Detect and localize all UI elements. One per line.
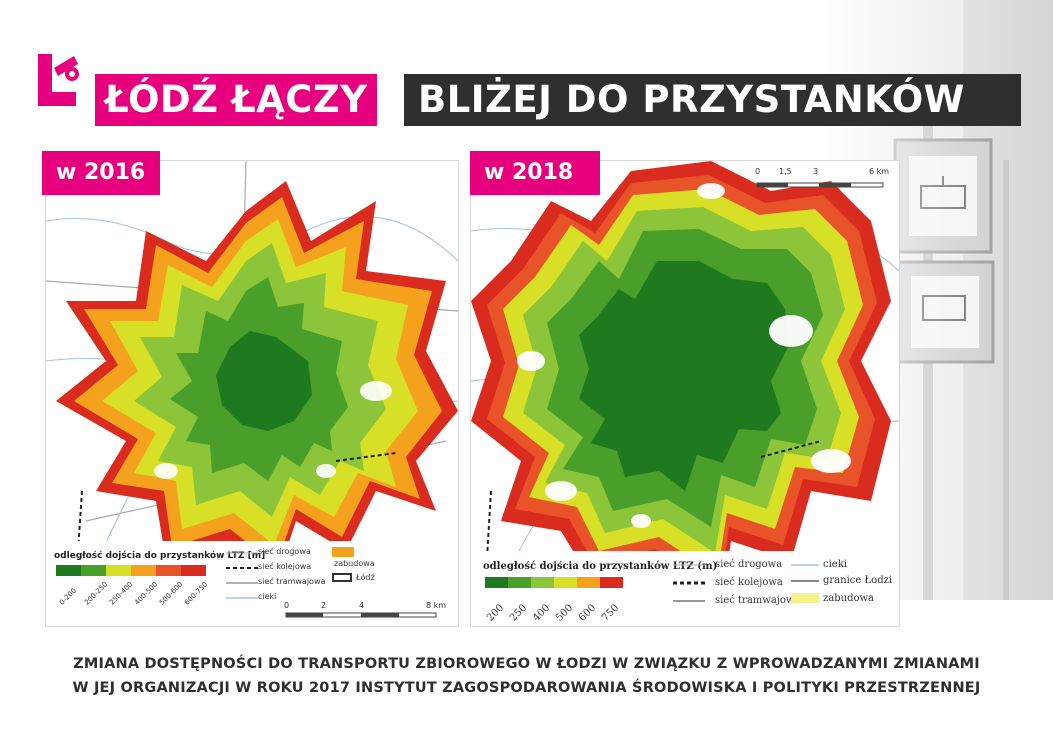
legend-tram: sieć tramwajowa <box>715 595 801 606</box>
legend-title-2016: odległość dojścia do przystanków LTZ [m] <box>54 551 266 561</box>
line-legend-symbols-2018 <box>673 564 705 602</box>
scale-tick: 0 <box>284 601 290 610</box>
map-2018-canvas <box>471 161 899 626</box>
scale-tick: 0 <box>755 167 761 176</box>
legend-swatch <box>181 565 206 576</box>
scale-bar-2016 <box>285 612 437 618</box>
caption-line-1: ZMIANA DOSTĘPNOŚCI DO TRANSPORTU ZBIOROW… <box>73 656 980 672</box>
legend-city-boundary-swatch <box>332 573 352 582</box>
map-2016-canvas <box>46 161 458 626</box>
brand-title: ŁÓDŹ ŁĄCZY <box>95 74 378 126</box>
page-headline: BLIŻEJ DO PRZYSTANKÓW <box>404 74 1021 126</box>
legend-swatch <box>131 565 156 576</box>
legend-swatch <box>485 577 508 588</box>
caption-line-2: W JEJ ORGANIZACJI W ROKU 2017 INSTYTUT Z… <box>72 680 981 696</box>
legend-rail: sieć kolejowa <box>715 577 783 588</box>
legend-title-2018: odległość dojścia do przystanków LTZ (m) <box>483 561 718 572</box>
legend-swatch <box>531 577 554 588</box>
legend-road: sieć drogowa <box>715 559 783 570</box>
legend-city: Łódź <box>356 573 375 582</box>
legend-rivers: cieki <box>258 592 277 601</box>
legend-tram: sieć tramwajowa <box>258 577 326 586</box>
legend-city-boundary: granice Łodzi <box>823 575 893 586</box>
scale-tick: 8 km <box>426 601 447 610</box>
lodz-logo-icon <box>38 54 79 106</box>
map-2016: odległość dojścia do przystanków LTZ [m]… <box>45 160 459 627</box>
legend-road: sieć drogowa <box>258 547 311 556</box>
legend-swatch <box>577 577 600 588</box>
legend-built-up: zabudowa <box>823 593 875 604</box>
legend-swatch <box>508 577 531 588</box>
legend-swatch <box>156 565 181 576</box>
scale-tick: 4 <box>359 601 365 610</box>
legend-swatch <box>81 565 106 576</box>
scale-tick: 3 <box>813 167 819 176</box>
map-2018: 0 1,5 3 6 km odległość dojścia do przyst… <box>470 160 900 627</box>
legend-built-up-swatch <box>332 547 354 557</box>
legend-swatch <box>106 565 131 576</box>
scale-tick: 1,5 <box>779 167 792 176</box>
scale-tick: 6 km <box>869 167 890 176</box>
legend-rail: sieć kolejowa <box>258 562 312 571</box>
legend-rivers: cieki <box>823 559 847 570</box>
scale-bar-2018 <box>756 182 884 188</box>
line-legend-symbols <box>226 552 258 599</box>
legend-swatch <box>56 565 81 576</box>
year-tag-2018: w 2018 <box>470 151 600 195</box>
legend-built-up: zabudowa <box>334 559 375 568</box>
legend-swatch <box>600 577 623 588</box>
legend-swatch <box>554 577 577 588</box>
year-tag-2016: w 2016 <box>42 151 160 195</box>
right-legend-symbols-2018 <box>791 564 819 603</box>
scale-tick: 2 <box>321 601 327 610</box>
